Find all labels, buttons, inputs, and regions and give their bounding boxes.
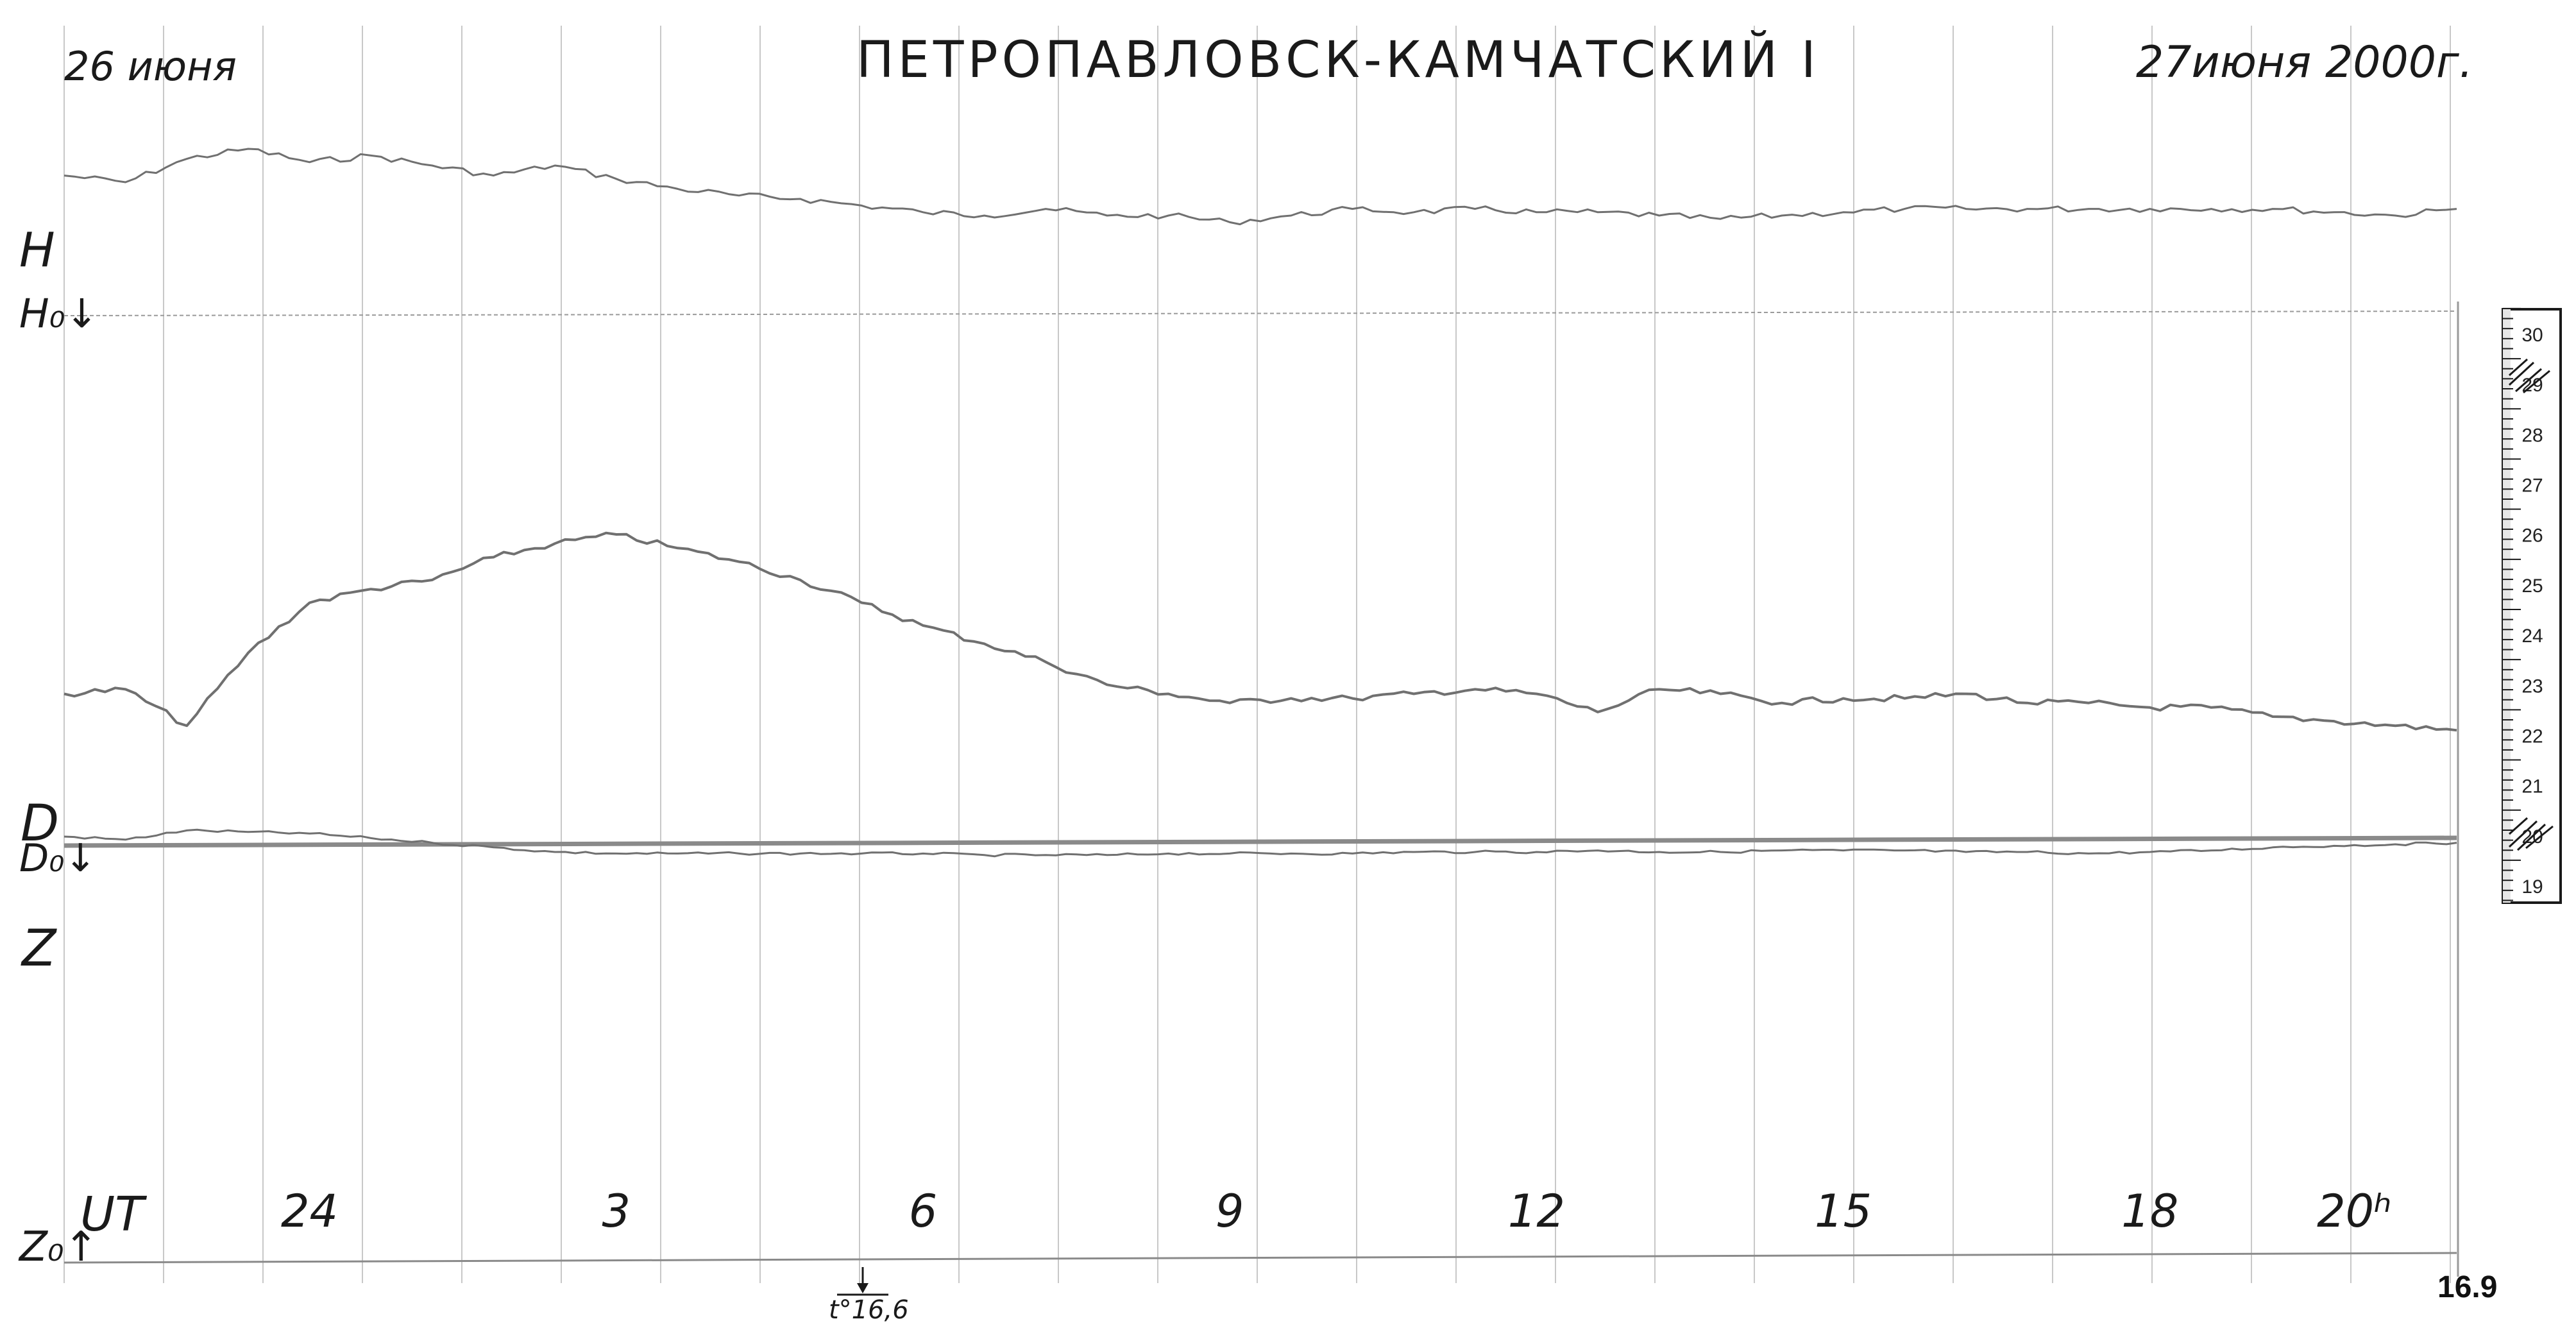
z-baseline (64, 1252, 2457, 1264)
scale-label: 25 (2521, 575, 2543, 597)
trace-layer (64, 148, 2457, 858)
scale-label: 28 (2521, 425, 2543, 446)
scale-label: 23 (2521, 676, 2543, 697)
label-d: D (21, 795, 59, 853)
scale-label: 27 (2521, 475, 2543, 497)
label-h: H (19, 223, 55, 278)
scale-label: 24 (2521, 626, 2543, 647)
station-title: ПЕТРОПАВЛОВСК-КАМЧАТСКИЙ I (856, 30, 1820, 89)
time-tick-label: 24 (281, 1185, 338, 1238)
time-tick-label: 15 (1815, 1185, 1872, 1238)
label-z: Z (21, 920, 57, 978)
hatch-bottom (2508, 817, 2554, 851)
calibration-scale: 302928272625242322212019 (2502, 307, 2562, 904)
grid-lines (64, 26, 2451, 1283)
scale-label: 22 (2521, 726, 2543, 747)
time-axis-label: UT (80, 1187, 148, 1242)
hatch-top (2508, 358, 2550, 394)
h-baseline (64, 311, 2457, 316)
time-tick-label: 12 (1508, 1185, 1565, 1238)
label-d-base: D₀↓ (19, 836, 97, 881)
temperature-marker (837, 1267, 888, 1296)
d-baseline (64, 835, 2457, 848)
temperature-note: t°16,6 (829, 1295, 909, 1325)
label-z-base: Z₀↑ (18, 1223, 98, 1271)
scale-label: 21 (2521, 776, 2543, 797)
time-tick-labels: 24 3 6 9 12 15 18 20ʰ (281, 1185, 2392, 1238)
label-h-base: H₀↓ (19, 290, 98, 337)
trace-d (64, 531, 2457, 732)
time-tick-label: 9 (1216, 1185, 1244, 1238)
time-tick-label: 20ʰ (2317, 1185, 2392, 1238)
scale-label: 26 (2521, 525, 2543, 547)
trace-h (64, 148, 2457, 226)
date-left: 26 июня (64, 43, 237, 90)
time-tick-label: 18 (2121, 1185, 2178, 1238)
time-tick-label: 3 (602, 1185, 631, 1238)
scale-label: 30 (2521, 325, 2543, 346)
date-right: 27июня 2000г. (2136, 37, 2473, 88)
time-tick-label: 6 (909, 1185, 938, 1238)
scale-label: 19 (2521, 876, 2543, 898)
frame-number: 16.9 (2437, 1270, 2497, 1304)
trace-z (64, 828, 2457, 858)
